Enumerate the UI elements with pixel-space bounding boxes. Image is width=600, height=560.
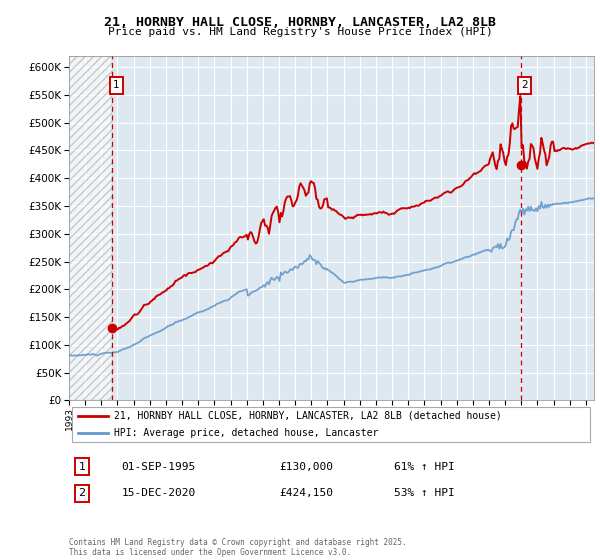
FancyBboxPatch shape: [71, 407, 590, 442]
Text: 1: 1: [113, 80, 119, 90]
Text: HPI: Average price, detached house, Lancaster: HPI: Average price, detached house, Lanc…: [113, 428, 378, 438]
Text: 01-SEP-1995: 01-SEP-1995: [121, 461, 196, 472]
Text: 1: 1: [79, 461, 86, 472]
Text: 2: 2: [521, 80, 528, 90]
Text: 2: 2: [79, 488, 86, 498]
Text: Contains HM Land Registry data © Crown copyright and database right 2025.
This d: Contains HM Land Registry data © Crown c…: [69, 538, 407, 557]
Text: 53% ↑ HPI: 53% ↑ HPI: [395, 488, 455, 498]
Text: 15-DEC-2020: 15-DEC-2020: [121, 488, 196, 498]
Bar: [69, 56, 112, 400]
Text: 21, HORNBY HALL CLOSE, HORNBY, LANCASTER, LA2 8LB: 21, HORNBY HALL CLOSE, HORNBY, LANCASTER…: [104, 16, 496, 29]
Text: 61% ↑ HPI: 61% ↑ HPI: [395, 461, 455, 472]
Text: 21, HORNBY HALL CLOSE, HORNBY, LANCASTER, LA2 8LB (detached house): 21, HORNBY HALL CLOSE, HORNBY, LANCASTER…: [113, 410, 502, 421]
Text: Price paid vs. HM Land Registry's House Price Index (HPI): Price paid vs. HM Land Registry's House …: [107, 27, 493, 37]
Text: £424,150: £424,150: [279, 488, 333, 498]
Text: £130,000: £130,000: [279, 461, 333, 472]
